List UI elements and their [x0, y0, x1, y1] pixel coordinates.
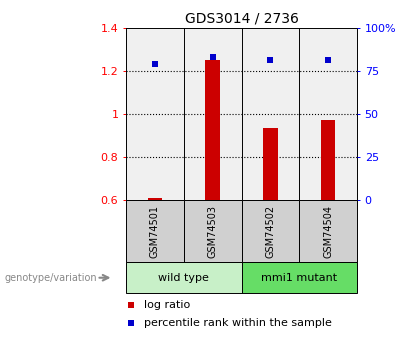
Bar: [205, 60, 220, 200]
Bar: [299, 200, 357, 262]
Bar: [241, 200, 299, 262]
Text: GSM74501: GSM74501: [150, 205, 160, 258]
Title: GDS3014 / 2736: GDS3014 / 2736: [184, 11, 299, 25]
Text: wild type: wild type: [158, 273, 209, 283]
Bar: [241, 262, 357, 293]
Bar: [263, 128, 278, 200]
Bar: [184, 200, 242, 262]
Text: GSM74504: GSM74504: [323, 205, 333, 258]
Bar: [126, 200, 184, 262]
Bar: [321, 120, 335, 200]
Text: percentile rank within the sample: percentile rank within the sample: [144, 318, 332, 327]
Text: genotype/variation: genotype/variation: [4, 273, 97, 283]
Bar: [148, 197, 162, 200]
Bar: [126, 262, 242, 293]
Text: GSM74503: GSM74503: [207, 205, 218, 258]
Text: log ratio: log ratio: [144, 300, 191, 310]
Text: mmi1 mutant: mmi1 mutant: [261, 273, 337, 283]
Text: GSM74502: GSM74502: [265, 205, 276, 258]
